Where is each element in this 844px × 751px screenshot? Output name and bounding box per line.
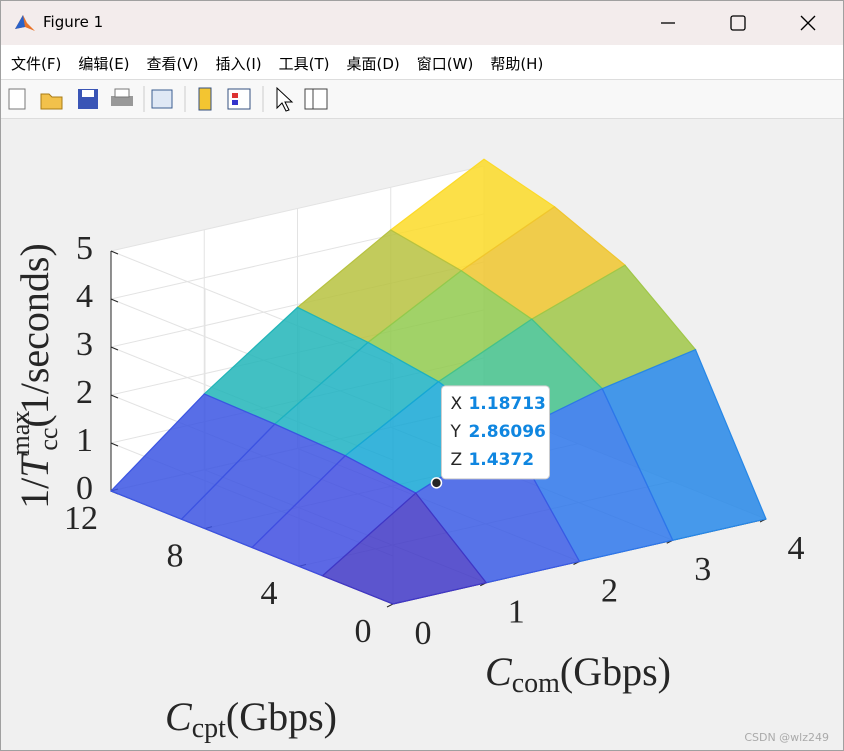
z-tick-label: 3: [76, 326, 93, 363]
menu-item[interactable]: 插入(I): [215, 55, 262, 73]
toolbar-icons[interactable]: [1, 80, 341, 118]
y-axis-label-symbol: C: [165, 694, 193, 739]
z-axis-label-symbol: T: [12, 453, 57, 478]
grid-line: [110, 165, 485, 252]
x-tick-label: 1: [508, 594, 525, 631]
y-tick-label: 8: [167, 537, 184, 574]
x-axis-label: Ccom(Gbps): [485, 649, 671, 699]
datatip-value: 1.4372: [468, 450, 534, 470]
toolbar: [1, 80, 843, 119]
menu-item[interactable]: 查看(V): [146, 55, 199, 73]
menu-item[interactable]: 帮助(H): [490, 55, 544, 73]
y-axis-label-sub: cpt: [192, 713, 226, 744]
x-tick-label: 2: [601, 572, 618, 609]
z-tick: [110, 394, 119, 399]
z-tick-label: 5: [76, 230, 93, 267]
menu-item[interactable]: 编辑(E): [78, 55, 130, 73]
z-tick-label: 4: [76, 278, 93, 315]
menu-item[interactable]: 桌面(D): [346, 55, 400, 73]
y-axis-label-unit: (Gbps): [226, 694, 337, 739]
datatip-value: 2.86096: [468, 422, 545, 442]
axes: 0123404812012345Ccom(Gbps)Ccpt(Gbps)1/Tm…: [6, 158, 829, 744]
z-tick-label: 0: [76, 470, 93, 507]
z-tick: [110, 250, 119, 255]
datatip-label: Y: [449, 422, 461, 442]
x-axis-label-sub: com: [512, 668, 560, 699]
z-axis-label-sup: max: [6, 411, 35, 456]
surface-cell: [321, 492, 488, 605]
x-axis-label-unit: (Gbps): [560, 649, 671, 694]
z-tick-label: 1: [76, 422, 93, 459]
z-axis-label-prefix: 1/: [12, 477, 57, 509]
x-tick-label: 4: [788, 530, 805, 567]
z-axis-label: 1/Tmaxcc(1/seconds): [6, 243, 63, 509]
x-tick: [386, 603, 394, 608]
app-icon: [15, 15, 35, 31]
window-controls[interactable]: [643, 1, 843, 45]
menu-item[interactable]: 工具(T): [278, 55, 330, 73]
menu-bar: 文件(F) 编辑(E) 查看(V) 插入(I) 工具(T) 桌面(D) 窗口(W) 帮助(H): [1, 45, 843, 80]
y-tick-label: 4: [261, 575, 278, 612]
z-axis-label-sub: cc: [34, 428, 63, 451]
menu-item[interactable]: 窗口(W): [416, 55, 474, 73]
menu-item[interactable]: 文件(F): [11, 55, 62, 73]
datatip-box: [440, 385, 550, 480]
title-bar: Figure 1: [1, 1, 843, 45]
z-axis-label-unit: (1/seconds): [12, 243, 57, 427]
y-axis-label: Ccpt(Gbps): [165, 694, 337, 744]
x-tick-label: 0: [415, 615, 432, 652]
window-title: Figure 1: [43, 13, 104, 31]
z-tick: [110, 346, 119, 351]
y-tick-label: 0: [355, 613, 372, 650]
z-tick: [110, 442, 119, 447]
x-tick-label: 3: [694, 551, 711, 588]
z-tick-label: 2: [76, 374, 93, 411]
datatip-label: X: [450, 394, 462, 414]
x-axis-label-symbol: C: [485, 649, 513, 694]
z-tick: [110, 298, 119, 303]
y-tick-label: 12: [64, 500, 98, 537]
datatip-label: Z: [450, 450, 462, 470]
datatip-point: [430, 477, 443, 489]
watermark: CSDN @wlz249: [744, 731, 829, 744]
datatip-value: 1.18713: [468, 394, 545, 414]
